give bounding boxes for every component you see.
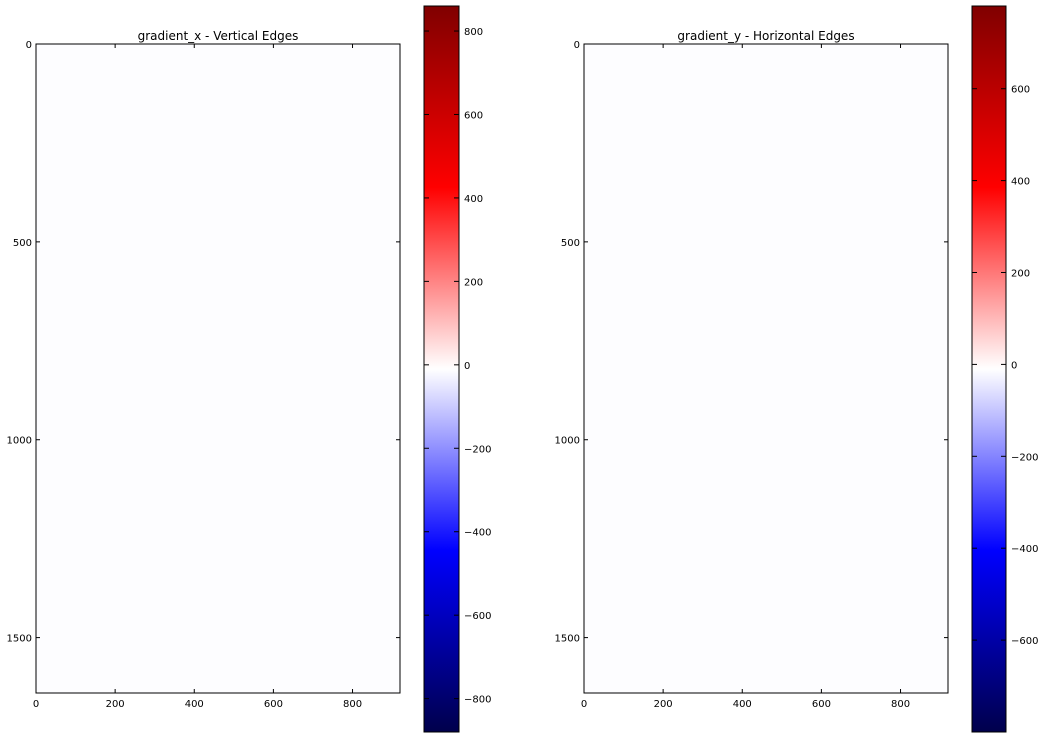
- x-tick-label: 400: [185, 699, 204, 710]
- chart-title: gradient_x - Vertical Edges: [138, 29, 299, 43]
- colorbar-tick-label: −400: [464, 528, 491, 539]
- colorbar-tick-label: −200: [1011, 452, 1038, 463]
- colorbar-tick-label: −600: [1011, 636, 1038, 647]
- y-tick-label: 500: [561, 238, 580, 249]
- colorbar-tick-label: −200: [464, 444, 491, 455]
- y-tick-label: 1500: [7, 634, 32, 645]
- plot-area: 0 200 400 600 800 0 500 1000 1500: [7, 40, 401, 710]
- y-tick-label: 500: [13, 238, 32, 249]
- y-tick-label: 0: [26, 40, 32, 51]
- plot-area: 0 200 400 600 800 0 500 1000 1500: [555, 40, 949, 710]
- axes-frame: [35, 43, 401, 694]
- x-tick-label: 200: [106, 699, 125, 710]
- colorbar-tick-label: 200: [1011, 269, 1030, 280]
- x-tick-label: 200: [654, 699, 673, 710]
- colorbar-tick-label: 600: [1011, 85, 1030, 96]
- colorbar-tick-label: 0: [464, 361, 470, 372]
- chart-title: gradient_y - Horizontal Edges: [677, 29, 854, 43]
- y-tick-label: 1000: [555, 436, 580, 447]
- chart-gradient-y: gradient_y - Horizontal Edges 0 200 400 600…: [555, 5, 1038, 733]
- axes-frame: [583, 43, 949, 694]
- chart-gradient-x: gradient_x - Vertical Edges 0 200 400 600 80…: [7, 5, 491, 733]
- heatmap-image: [36, 44, 400, 693]
- colorbar-tick-label: −400: [1011, 544, 1038, 555]
- x-tick-label: 400: [733, 699, 752, 710]
- colorbar-gradient: [423, 5, 460, 733]
- heatmap-image: [584, 44, 948, 693]
- colorbar: 600 400 200 0 −200 −400 −600: [971, 5, 1038, 733]
- x-tick-label: 600: [812, 699, 831, 710]
- colorbar: 800 600 400 200 0 −200 −400 −600 −800: [423, 5, 491, 733]
- colorbar-tick-label: 400: [464, 194, 483, 205]
- x-tick-label: 0: [33, 699, 39, 710]
- x-tick-label: 0: [581, 699, 587, 710]
- colorbar-tick-label: 800: [464, 27, 483, 38]
- x-tick-label: 800: [343, 699, 362, 710]
- y-tick-label: 0: [574, 40, 580, 51]
- y-tick-label: 1500: [555, 634, 580, 645]
- colorbar-tick-label: 200: [464, 277, 483, 288]
- colorbar-tick-label: 400: [1011, 177, 1030, 188]
- colorbar-tick-label: −600: [464, 611, 491, 622]
- colorbar-gradient: [971, 5, 1007, 733]
- colorbar-tick-label: −800: [464, 695, 491, 706]
- y-tick-label: 1000: [7, 436, 32, 447]
- x-tick-label: 600: [264, 699, 283, 710]
- x-tick-label: 800: [891, 699, 910, 710]
- colorbar-tick-label: 600: [464, 110, 483, 121]
- colorbar-tick-label: 0: [1011, 360, 1017, 371]
